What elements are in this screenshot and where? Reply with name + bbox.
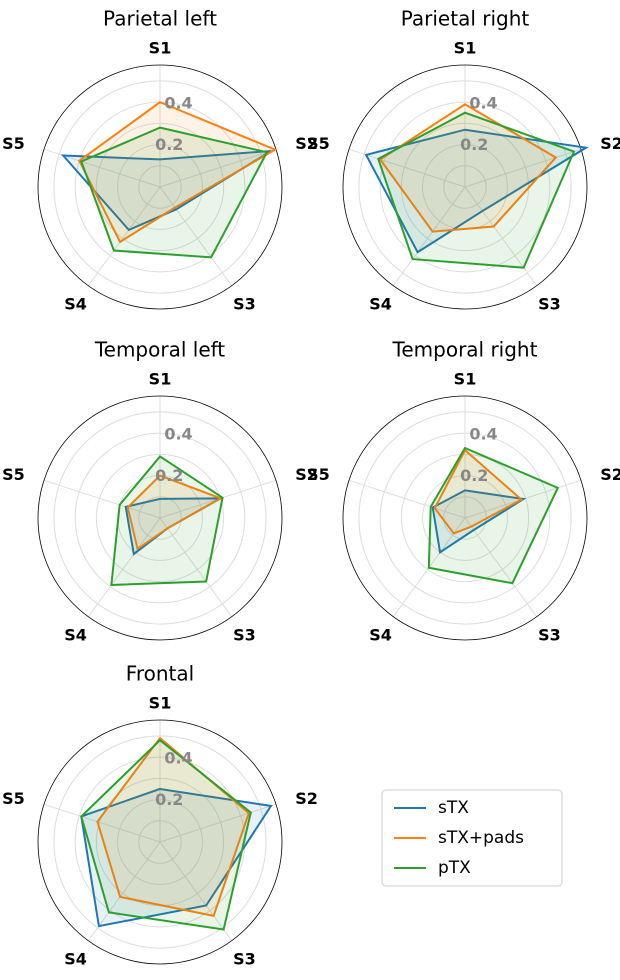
category-label: S1 bbox=[149, 39, 172, 58]
category-label: S4 bbox=[369, 295, 392, 314]
chart-title: Temporal right bbox=[392, 338, 538, 362]
spoke bbox=[87, 186, 161, 286]
series-area bbox=[96, 736, 250, 917]
series-area bbox=[80, 738, 252, 931]
category-label: S1 bbox=[454, 39, 477, 58]
spoke bbox=[43, 803, 161, 843]
r-tick-label: 0.4 bbox=[469, 425, 497, 444]
series-area bbox=[427, 446, 560, 585]
category-label: S5 bbox=[2, 465, 25, 484]
category-label: S2 bbox=[295, 789, 318, 808]
category-label: S1 bbox=[149, 370, 172, 389]
outer-circle bbox=[342, 395, 588, 641]
r-tick-label: 0.2 bbox=[155, 135, 183, 154]
spoke bbox=[87, 517, 161, 617]
spoke bbox=[87, 841, 161, 941]
category-label: S2 bbox=[600, 465, 620, 484]
r-tick-label: 0.2 bbox=[460, 135, 488, 154]
series-area bbox=[78, 100, 278, 244]
category-label: S4 bbox=[64, 295, 87, 314]
category-label: S5 bbox=[307, 465, 330, 484]
category-label: S4 bbox=[64, 626, 87, 645]
category-label: S1 bbox=[149, 694, 172, 713]
spoke bbox=[159, 841, 233, 941]
r-tick-label: 0.4 bbox=[164, 425, 192, 444]
series-area bbox=[364, 128, 589, 254]
spoke bbox=[159, 148, 277, 188]
legend-box bbox=[381, 789, 563, 887]
spoke bbox=[348, 479, 466, 519]
category-label: S3 bbox=[233, 295, 256, 314]
category-label: S2 bbox=[295, 134, 318, 153]
legend-label: sTX+pads bbox=[438, 828, 524, 848]
r-tick-label: 0.4 bbox=[164, 749, 192, 768]
category-label: S4 bbox=[369, 626, 392, 645]
series-area bbox=[126, 474, 223, 551]
r-tick-label: 0.4 bbox=[469, 94, 497, 113]
spoke bbox=[464, 186, 538, 286]
spoke bbox=[348, 148, 466, 188]
category-label: S5 bbox=[307, 134, 330, 153]
series-area bbox=[80, 787, 273, 928]
outer-circle bbox=[37, 395, 283, 641]
r-tick-label: 0.2 bbox=[155, 466, 183, 485]
category-label: S2 bbox=[600, 134, 620, 153]
series-area bbox=[60, 149, 272, 232]
spoke bbox=[464, 148, 582, 188]
chart-title: Temporal left bbox=[94, 338, 225, 362]
category-label: S3 bbox=[538, 626, 561, 645]
outer-circle bbox=[342, 64, 588, 310]
chart-title: Frontal bbox=[126, 662, 194, 686]
spoke bbox=[159, 186, 233, 286]
spoke bbox=[392, 186, 466, 286]
category-label: S2 bbox=[295, 465, 318, 484]
chart-title: Parietal left bbox=[103, 7, 217, 31]
series-area bbox=[433, 448, 524, 535]
outer-circle bbox=[37, 719, 283, 965]
category-label: S1 bbox=[454, 370, 477, 389]
category-label: S4 bbox=[64, 950, 87, 969]
legend-label: sTX bbox=[438, 798, 469, 818]
legend-label: pTX bbox=[438, 858, 471, 878]
spoke bbox=[43, 479, 161, 519]
r-tick-label: 0.2 bbox=[460, 466, 488, 485]
series-area bbox=[110, 455, 224, 586]
category-label: S5 bbox=[2, 134, 25, 153]
r-tick-label: 0.4 bbox=[164, 94, 192, 113]
category-label: S5 bbox=[2, 789, 25, 808]
spoke bbox=[159, 803, 277, 843]
r-tick-label: 0.2 bbox=[155, 790, 183, 809]
series-area bbox=[377, 111, 576, 269]
series-area bbox=[80, 126, 269, 259]
category-label: S3 bbox=[538, 295, 561, 314]
series-area bbox=[431, 489, 527, 555]
spoke bbox=[159, 517, 233, 617]
category-label: S3 bbox=[233, 950, 256, 969]
category-label: S3 bbox=[233, 626, 256, 645]
spoke bbox=[464, 517, 538, 617]
chart-title: Parietal right bbox=[401, 7, 530, 31]
outer-circle bbox=[37, 64, 283, 310]
